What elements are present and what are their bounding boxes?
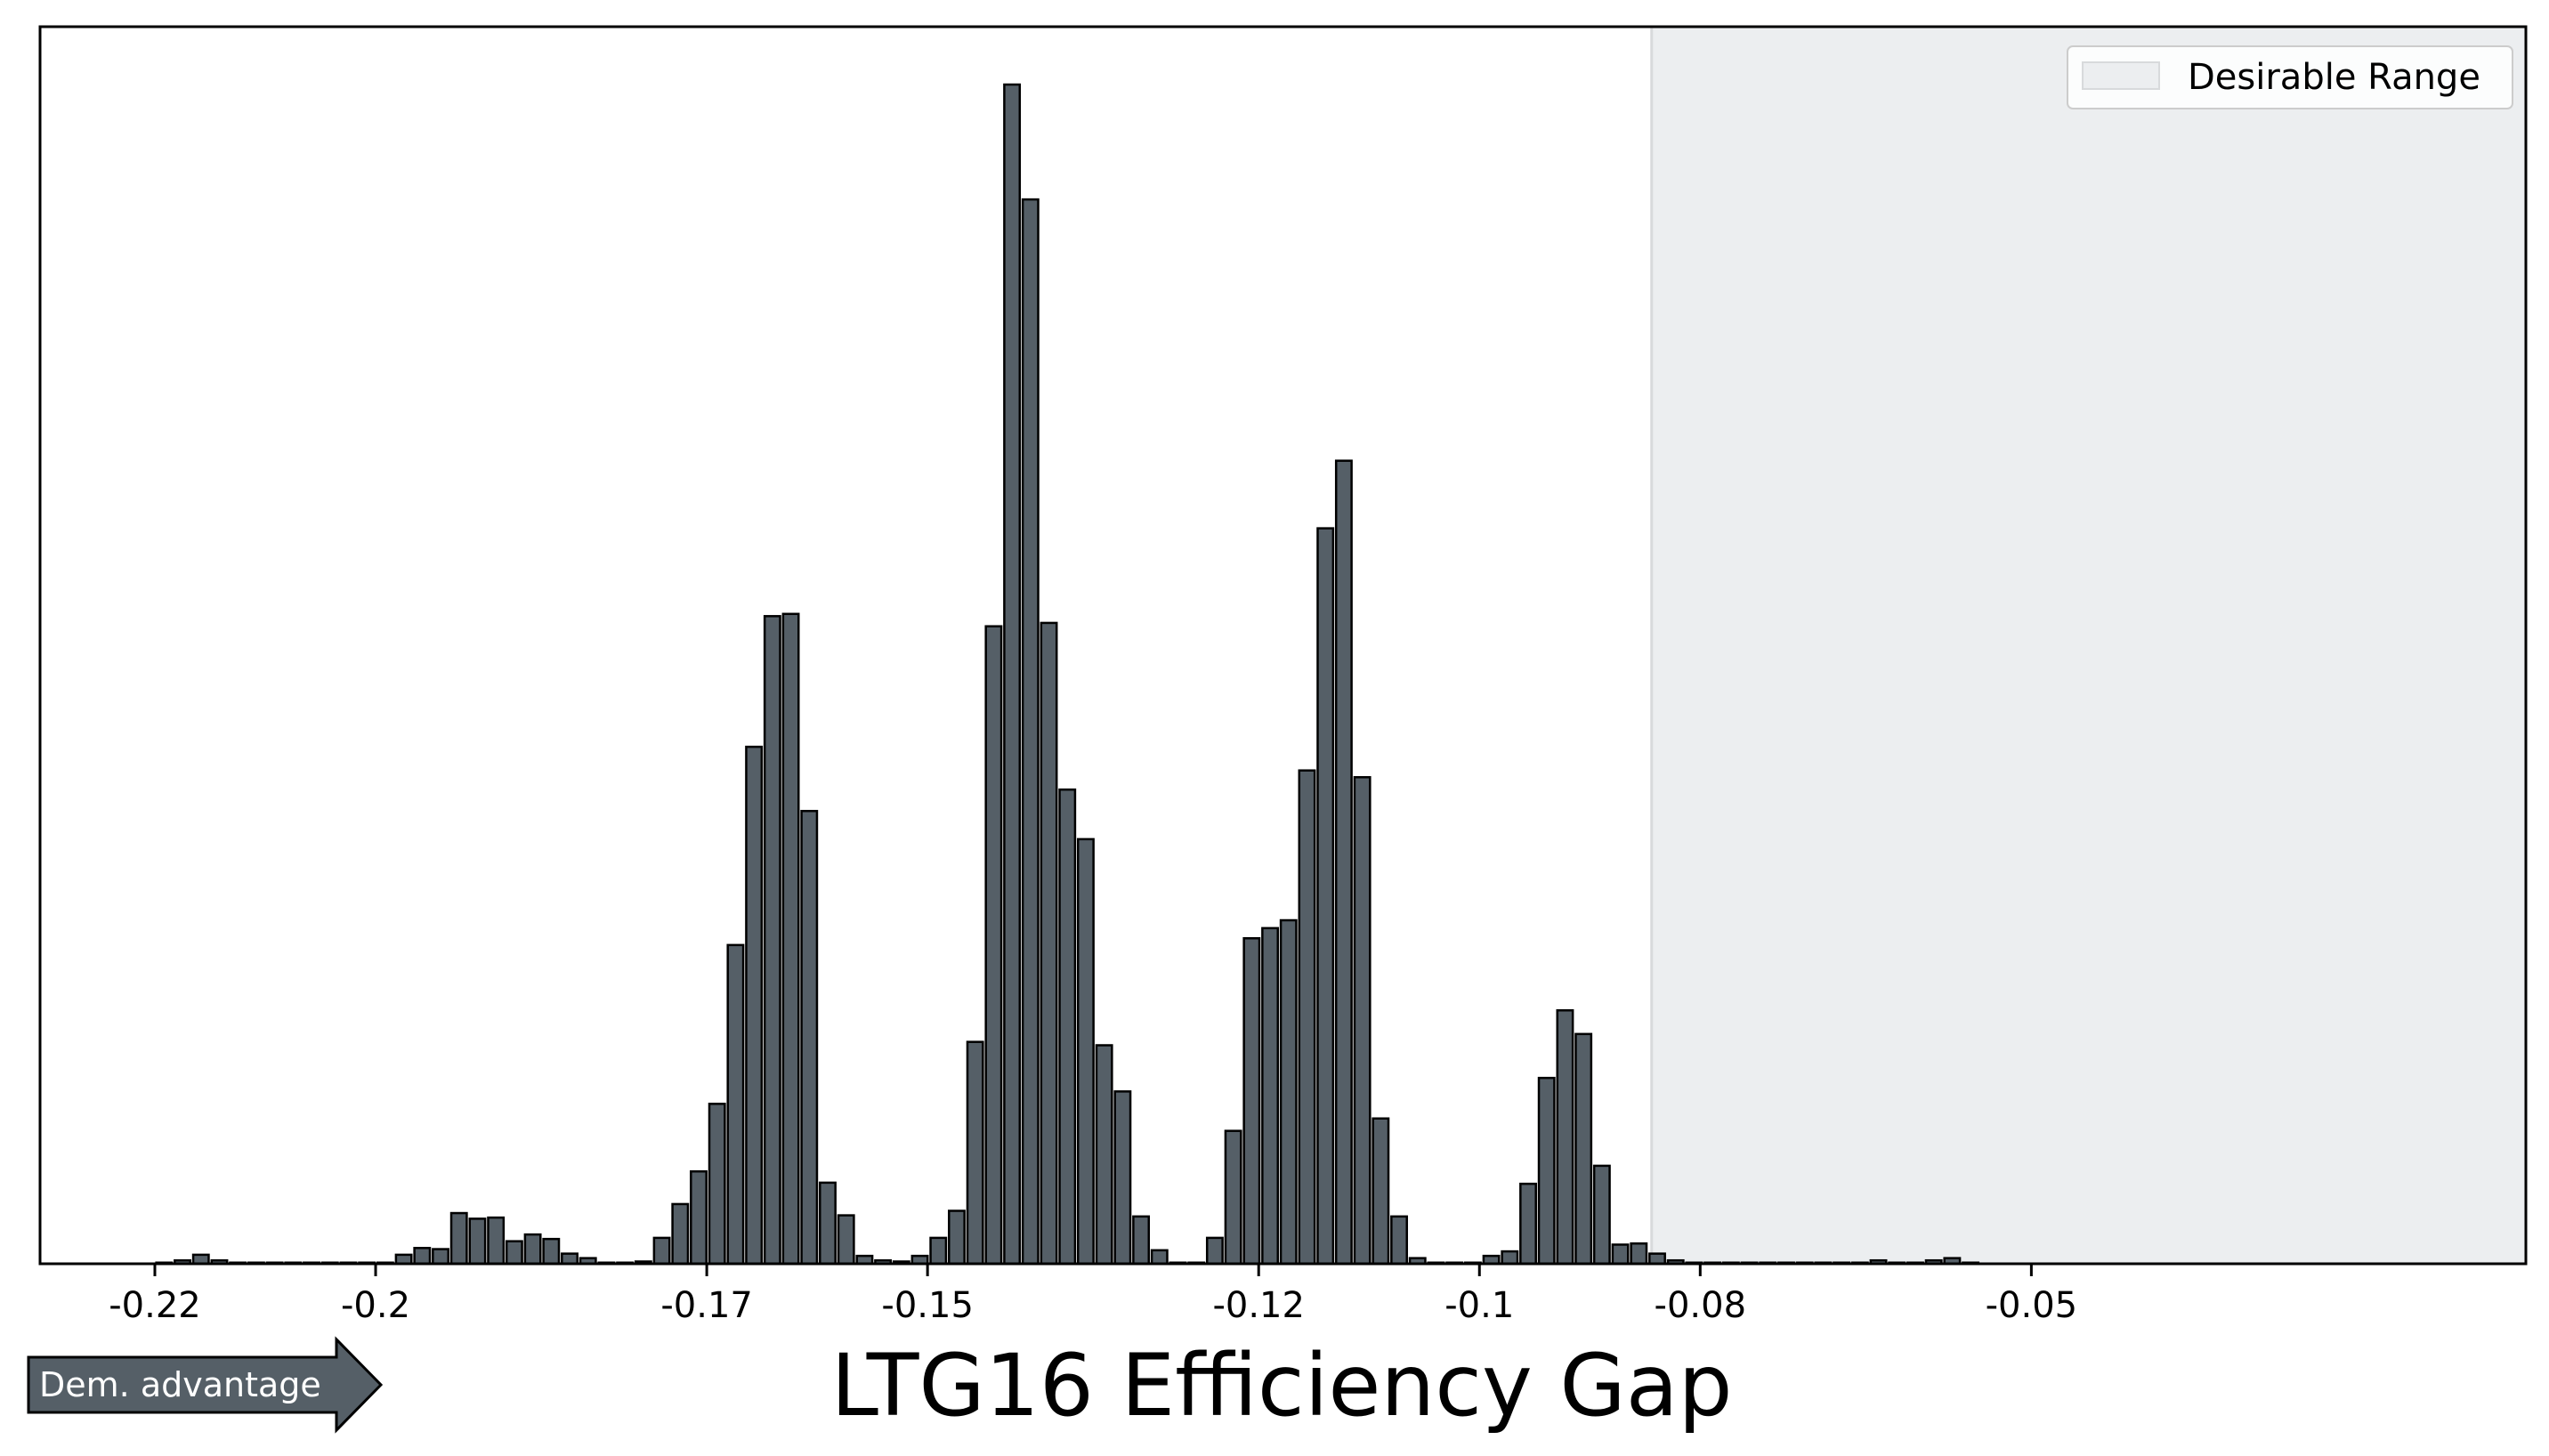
histogram-bar [1537, 1076, 1556, 1266]
x-tick-label: -0.08 [1655, 1285, 1747, 1326]
histogram-bar [1040, 621, 1058, 1266]
histogram-bar [1556, 1009, 1574, 1266]
histogram-bar [468, 1217, 487, 1266]
histogram-bar [394, 1253, 413, 1266]
x-tick-label: -0.1 [1444, 1285, 1514, 1326]
x-axis-ticks: -0.22 -0.2 -0.17 -0.15 -0.12 -0.1 -0.08 -0.05 [109, 1264, 2077, 1326]
histogram-bar [837, 1214, 855, 1266]
histogram-bar [1224, 1129, 1242, 1266]
histogram-bar [652, 1236, 671, 1266]
histogram-bar [1501, 1250, 1519, 1266]
histogram-bar [763, 615, 781, 1266]
histogram-bar [505, 1240, 523, 1266]
legend-label-desirable-range: Desirable Range [2188, 57, 2480, 98]
histogram-bar [523, 1233, 542, 1266]
arrow-label: Dem. advantage [39, 1365, 321, 1404]
histogram-bar [542, 1237, 561, 1266]
histogram-bar [1150, 1249, 1169, 1266]
histogram-bar [726, 943, 745, 1266]
histogram-bar [1390, 1215, 1408, 1266]
histogram-bar [1058, 788, 1077, 1266]
histogram-bar [1648, 1252, 1666, 1266]
histogram-bar [432, 1248, 449, 1266]
desirable-range-shade [1651, 27, 2526, 1264]
histogram-bar [1205, 1236, 1224, 1266]
histogram-bar [1353, 776, 1372, 1266]
histogram-bar [1076, 837, 1095, 1266]
histogram-bar [1242, 937, 1261, 1266]
histogram-bar [1372, 1117, 1390, 1266]
histogram-bar [191, 1253, 210, 1266]
histogram-bar [819, 1181, 837, 1266]
dem-advantage-arrow: Dem. advantage [27, 1336, 384, 1434]
histogram-bar [966, 1040, 984, 1266]
histogram-bar [1611, 1243, 1630, 1266]
histogram-bar [1095, 1044, 1113, 1266]
histogram-bar [948, 1209, 966, 1266]
x-tick-label: -0.12 [1212, 1285, 1305, 1326]
histogram-bar [1592, 1164, 1611, 1266]
x-axis-label: LTG16 Efficiency Gap [830, 1336, 1732, 1436]
histogram-bar [1316, 527, 1335, 1266]
histogram-bar [487, 1216, 506, 1266]
histogram-bar [671, 1202, 690, 1266]
legend-swatch [2082, 61, 2160, 90]
histogram-bar [929, 1236, 948, 1266]
legend: Desirable Range [2067, 45, 2513, 109]
histogram-bar [413, 1247, 432, 1266]
histogram-bar [1519, 1182, 1537, 1266]
histogram-bar [1261, 926, 1280, 1266]
histogram-bar [561, 1252, 579, 1266]
histogram-bar [1279, 918, 1298, 1266]
histogram-bar [1334, 459, 1353, 1266]
x-tick-label: -0.17 [660, 1285, 753, 1326]
x-tick-label: -0.05 [1986, 1285, 2078, 1326]
histogram-bar [745, 745, 764, 1266]
histogram-bar [800, 810, 819, 1266]
legend-box [2067, 45, 2513, 109]
histogram-bar [1003, 83, 1022, 1266]
histogram-bar [1021, 198, 1040, 1266]
histogram-bar [1298, 769, 1316, 1266]
histogram-bar [708, 1103, 726, 1266]
x-tick-label: -0.22 [109, 1285, 201, 1326]
arrow-shape [27, 1336, 384, 1434]
histogram-bar [1113, 1090, 1132, 1266]
histogram-bar [1630, 1242, 1648, 1266]
x-tick-label: -0.2 [341, 1285, 410, 1326]
histogram-bar [1574, 1032, 1593, 1266]
x-tick-label: -0.15 [881, 1285, 974, 1326]
histogram-bar [984, 625, 1003, 1266]
histogram-bar [449, 1211, 468, 1266]
histogram-bar [1132, 1215, 1151, 1266]
histogram-bar [781, 612, 800, 1266]
histogram-bar [690, 1169, 708, 1266]
plot-frame [38, 25, 2528, 1266]
